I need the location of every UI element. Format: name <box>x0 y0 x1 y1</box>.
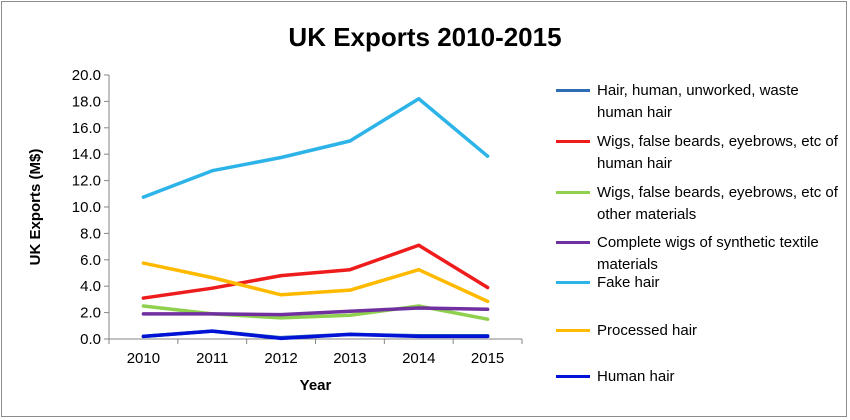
y-tick-label: 18.0 <box>72 93 101 110</box>
x-tick-label: 2015 <box>471 350 504 367</box>
data-point <box>348 268 352 272</box>
legend-swatch <box>556 281 590 284</box>
data-point <box>348 139 352 143</box>
x-axis-title: Year <box>300 377 332 394</box>
series-line <box>141 97 490 199</box>
legend-label: Complete wigs of synthetic textile mater… <box>597 234 819 273</box>
y-tick-label: 14.0 <box>72 146 101 163</box>
data-point <box>279 316 283 320</box>
data-point <box>485 317 490 321</box>
legend-label: Hair, human, unworked, waste human hair <box>597 82 799 121</box>
data-point <box>417 268 421 272</box>
data-point <box>141 195 146 199</box>
legend-item: Complete wigs of synthetic textile mater… <box>556 232 846 276</box>
x-tick-label: 2011 <box>196 350 228 367</box>
data-point <box>348 288 352 292</box>
legend-label: Wigs, false beards, eyebrows, etc of oth… <box>597 184 838 223</box>
data-point <box>210 329 214 333</box>
data-point <box>485 334 490 338</box>
data-point <box>210 312 214 316</box>
legend-item: Human hair <box>556 366 846 388</box>
y-tick-label: 12.0 <box>72 173 101 190</box>
legend-item: Hair, human, unworked, waste human hair <box>556 80 846 124</box>
x-tick-label: 2013 <box>333 350 366 367</box>
data-point <box>210 286 214 290</box>
data-point <box>279 155 283 160</box>
x-tick-label: 2014 <box>402 350 435 367</box>
data-point <box>348 309 352 313</box>
legend-swatch <box>556 241 590 244</box>
data-point <box>417 97 421 101</box>
legend-label: Processed hair <box>597 322 698 339</box>
series-line <box>141 306 490 317</box>
legend-label: Wigs, false beards, eyebrows, etc of hum… <box>597 133 838 172</box>
data-point <box>210 169 214 173</box>
data-point <box>141 261 146 265</box>
series-line <box>141 243 490 300</box>
legend-item: Wigs, false beards, eyebrows, etc of hum… <box>556 131 846 175</box>
y-tick-label: 20.0 <box>72 67 101 84</box>
data-point <box>485 285 490 290</box>
data-point <box>417 306 421 310</box>
y-axis-title: UK Exports (M$) <box>27 149 44 266</box>
legend-label: Fake hair <box>597 274 660 291</box>
data-point <box>279 293 283 297</box>
legend-item: Processed hair <box>556 320 846 342</box>
data-point <box>417 334 421 338</box>
x-tick-label: 2010 <box>127 350 160 367</box>
data-point <box>485 154 490 158</box>
y-tick-label: 8.0 <box>80 225 101 242</box>
data-point <box>485 307 490 311</box>
y-tick-label: 2.0 <box>80 305 101 322</box>
data-point <box>485 299 490 303</box>
legend-swatch <box>556 329 590 332</box>
legend-swatch <box>556 89 590 92</box>
chart-title: UK Exports 2010-2015 <box>288 22 561 52</box>
data-point <box>348 313 352 317</box>
y-tick-label: 0.0 <box>80 331 101 348</box>
data-point <box>141 334 146 338</box>
y-tick-label: 6.0 <box>80 252 101 269</box>
data-point <box>141 312 146 316</box>
data-point <box>279 274 283 278</box>
legend-item: Wigs, false beards, eyebrows, etc of oth… <box>556 182 846 226</box>
legend-item: Fake hair <box>556 272 846 294</box>
legend-label: Human hair <box>597 368 675 385</box>
x-tick-label: 2012 <box>264 350 297 367</box>
legend-swatch <box>556 375 590 378</box>
series-line <box>141 329 490 341</box>
data-point <box>279 336 283 340</box>
data-point <box>279 312 283 317</box>
legend-swatch <box>556 191 590 194</box>
y-tick-label: 10.0 <box>72 199 101 216</box>
y-tick-label: 4.0 <box>80 278 101 295</box>
data-point <box>210 276 214 280</box>
y-tick-label: 16.0 <box>72 120 101 137</box>
legend-swatch <box>556 140 590 143</box>
data-point <box>348 332 352 336</box>
data-point <box>141 296 146 300</box>
series-line <box>141 261 490 304</box>
data-point <box>141 304 146 308</box>
data-point <box>417 243 421 247</box>
